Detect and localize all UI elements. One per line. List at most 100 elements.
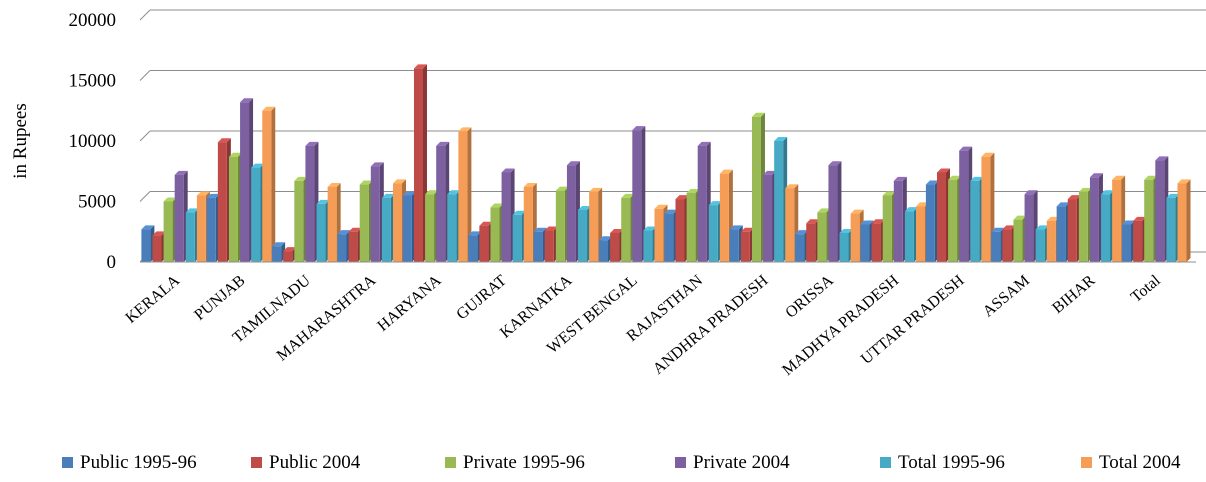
bar-front [1101,194,1111,262]
bar-top [425,190,439,195]
bar-top [1078,187,1092,192]
bar-top [523,182,537,187]
bar-front [632,130,642,262]
bar-top [904,207,918,212]
bar-front [1056,206,1066,262]
bar-front [1177,183,1187,262]
bar-front [1024,194,1034,262]
bar-front [740,231,750,262]
bar-top [916,202,930,207]
bar-top [729,225,743,230]
bar-top [370,162,384,167]
bar [599,236,613,262]
bar-front [860,224,870,262]
legend-item: Private 1995-96 [445,452,585,473]
bar-top [860,220,874,225]
bar-top [959,146,973,151]
bar-front [1144,179,1154,262]
bar-top [599,236,613,241]
bar-front [599,240,609,262]
bar-front [948,179,958,262]
bar-top [1155,156,1169,161]
bar [643,226,657,262]
bar [763,170,777,262]
bar [1078,187,1092,262]
bar-top [413,64,427,69]
bar [512,210,526,262]
bar [948,175,962,262]
bar-front [882,195,892,262]
bar-front [533,231,543,262]
x-tick-label: GUJRAT [453,272,510,323]
bar-top [1101,190,1115,195]
bar [959,146,973,262]
legend-item: Public 1995-96 [62,452,197,473]
bar-front [1002,229,1012,262]
gridline-depth [139,9,151,21]
bar-front [839,232,849,262]
bar-top [948,175,962,180]
bar [817,208,831,262]
bar [806,219,820,262]
bar [991,227,1005,262]
bar-front [774,141,784,262]
bar-front [174,174,184,262]
bar-front [719,173,729,262]
bar-front [697,145,707,262]
bar [871,219,885,262]
bar [1013,215,1027,262]
bar-top [251,163,265,168]
bar [729,225,743,262]
bar-top [806,219,820,224]
bar-top [196,191,210,196]
legend-item: Private 2004 [675,452,790,473]
bar-front [1112,179,1122,262]
legend-swatch [251,457,262,468]
bar-top [654,204,668,209]
bar-front [904,211,914,262]
bar-top [839,228,853,233]
gridline-depth [139,70,151,81]
bar-top [533,227,547,232]
bar-top [970,176,984,181]
bar-front [359,184,369,262]
bar [1035,225,1049,262]
bar-front [1155,160,1165,262]
bar-front [1078,191,1088,262]
bar-top [893,176,907,181]
legend: Public 1995-96 Public 2004 Private 1995-96… [62,452,1181,473]
bar-top [468,231,482,236]
bar-side [1186,179,1191,262]
bar-top [621,193,635,198]
bar-front [871,223,881,262]
bar-front [991,231,1001,262]
bar-front [555,190,565,262]
bar [381,193,395,262]
bar [1024,190,1038,262]
bar-front [828,165,838,262]
bar [370,162,384,262]
bar-top [719,169,733,174]
bar [272,242,286,262]
bar [337,230,351,262]
bar [305,141,319,262]
bar-top [316,199,330,204]
bar-front [425,194,435,262]
bar-front [610,232,620,262]
legend-item: Public 2004 [251,452,361,473]
bar-top [1013,215,1027,220]
bar-front [163,201,173,262]
bar [1067,195,1081,262]
legend-label: Public 1995-96 [80,452,197,473]
bar-top [795,230,809,235]
bar [1144,175,1158,262]
bar-front [152,235,162,262]
bar-top [141,225,155,230]
legend-swatch [445,457,456,468]
bar-top [1177,179,1191,184]
bar [359,180,373,262]
bar-front [1166,197,1176,262]
bar [936,168,950,262]
legend-label: Total 2004 [1099,452,1181,473]
bar-top [402,191,416,196]
